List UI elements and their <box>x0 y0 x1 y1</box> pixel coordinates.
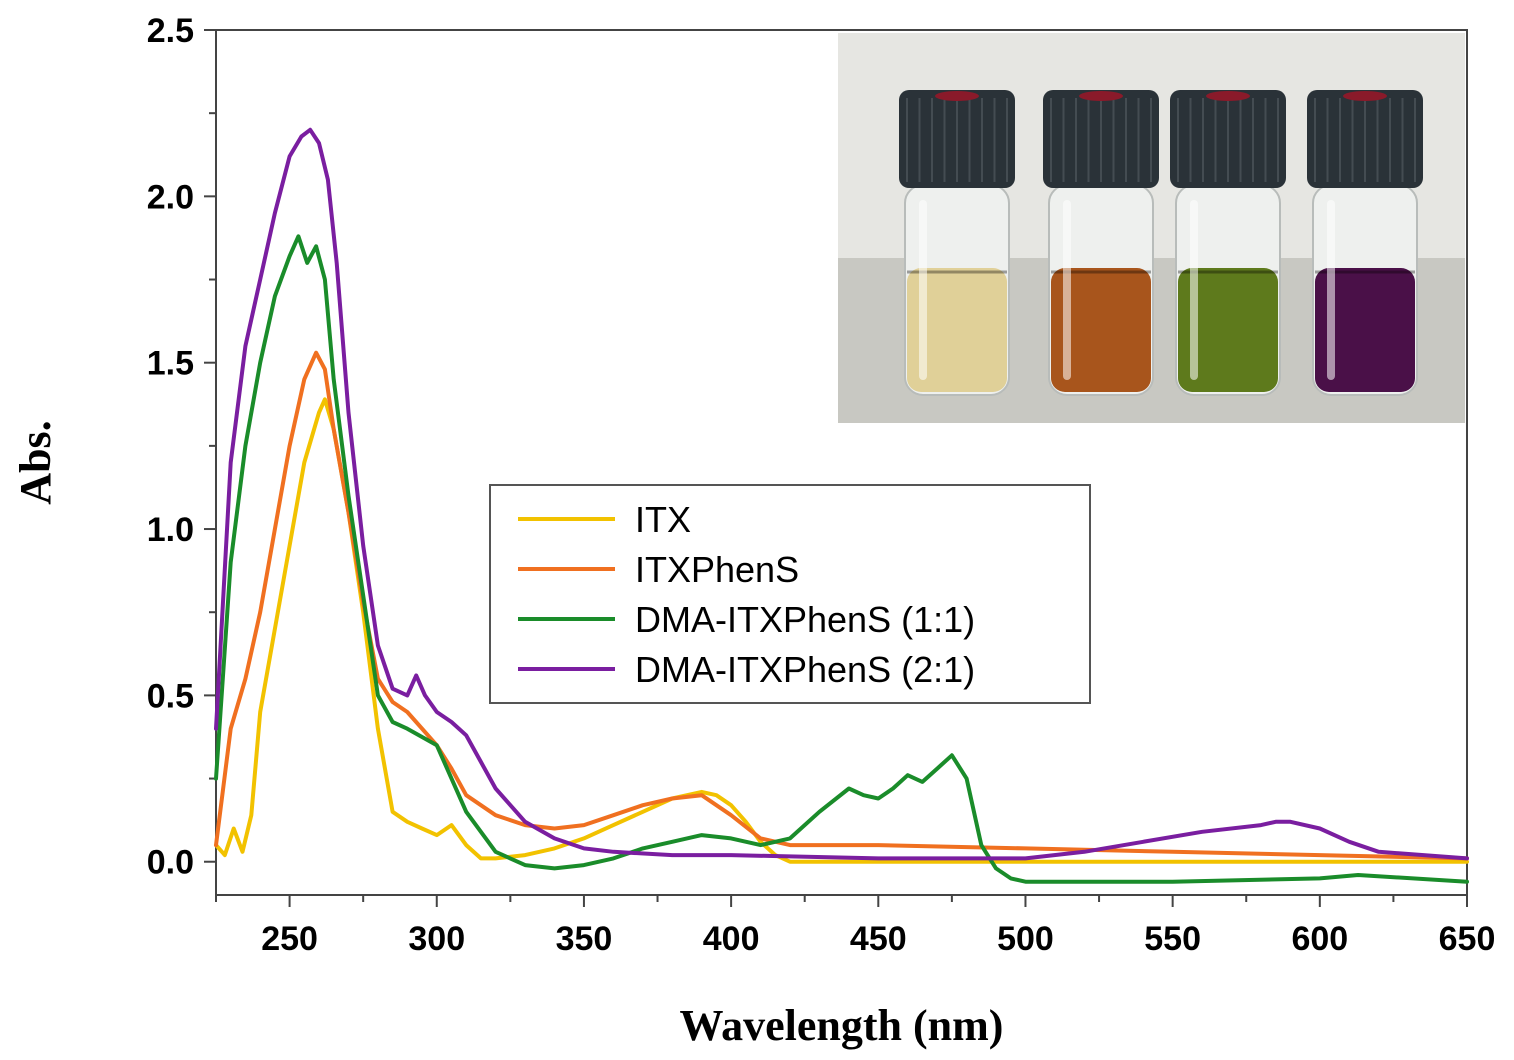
x-tick-label: 350 <box>556 920 613 958</box>
vial-liquid <box>907 268 1007 392</box>
legend-label: DMA-ITXPhenS (2:1) <box>635 649 975 690</box>
legend-label: DMA-ITXPhenS (1:1) <box>635 599 975 640</box>
cap-septum <box>935 91 979 101</box>
cap-septum <box>1343 91 1387 101</box>
x-tick-label: 550 <box>1144 920 1201 958</box>
x-tick-label: 650 <box>1439 920 1496 958</box>
y-tick-label: 0.5 <box>147 677 194 715</box>
x-axis-title: Wavelength (nm) <box>680 1001 1004 1050</box>
vial-liquid <box>1315 268 1415 392</box>
legend-label: ITX <box>635 499 691 540</box>
vial <box>1307 90 1423 396</box>
y-tick-label: 1.5 <box>147 345 194 383</box>
axes: 250 300 350 400 450 500 550 600 650 0.0 0.5 1.0 1.5 2… <box>11 12 1495 1050</box>
series-line-dma-itxphens-1-1 <box>214 234 1469 884</box>
x-tick-label: 250 <box>261 920 318 958</box>
vial-liquid <box>1051 268 1151 392</box>
y-tick-label: 1.0 <box>147 511 194 549</box>
x-tick-label: 600 <box>1291 920 1348 958</box>
vial-highlight <box>1190 200 1198 380</box>
plot-frame <box>215 29 1468 896</box>
y-axis-title: Abs. <box>11 420 60 504</box>
legend-label: ITXPhenS <box>635 549 799 590</box>
vial-photo-inset <box>838 33 1465 423</box>
cap-septum <box>1206 91 1250 101</box>
y-tick-label: 2.5 <box>147 12 194 50</box>
vial-highlight <box>1327 200 1335 380</box>
cap-septum <box>1079 91 1123 101</box>
y-tick-label: 2.0 <box>147 178 194 216</box>
series-line-dma-itxphens-2-1 <box>214 127 1469 861</box>
y-tick-label: 0.0 <box>147 844 194 882</box>
vial <box>899 90 1015 396</box>
legend-box <box>489 484 1091 704</box>
x-tick-label: 450 <box>850 920 907 958</box>
series-line-itx <box>214 397 1469 864</box>
x-tick-label: 500 <box>997 920 1054 958</box>
vial-highlight <box>919 200 927 380</box>
vial <box>1170 90 1286 396</box>
x-tick-label: 300 <box>408 920 465 958</box>
series-lines <box>214 127 1469 884</box>
vial <box>1043 90 1159 396</box>
legend: ITX ITXPhenS DMA-ITXPhenS (1:1) DMA-ITXPhen… <box>489 484 1091 704</box>
x-tick-label: 400 <box>703 920 760 958</box>
vial-liquid <box>1178 268 1278 392</box>
vial-highlight <box>1063 200 1071 380</box>
